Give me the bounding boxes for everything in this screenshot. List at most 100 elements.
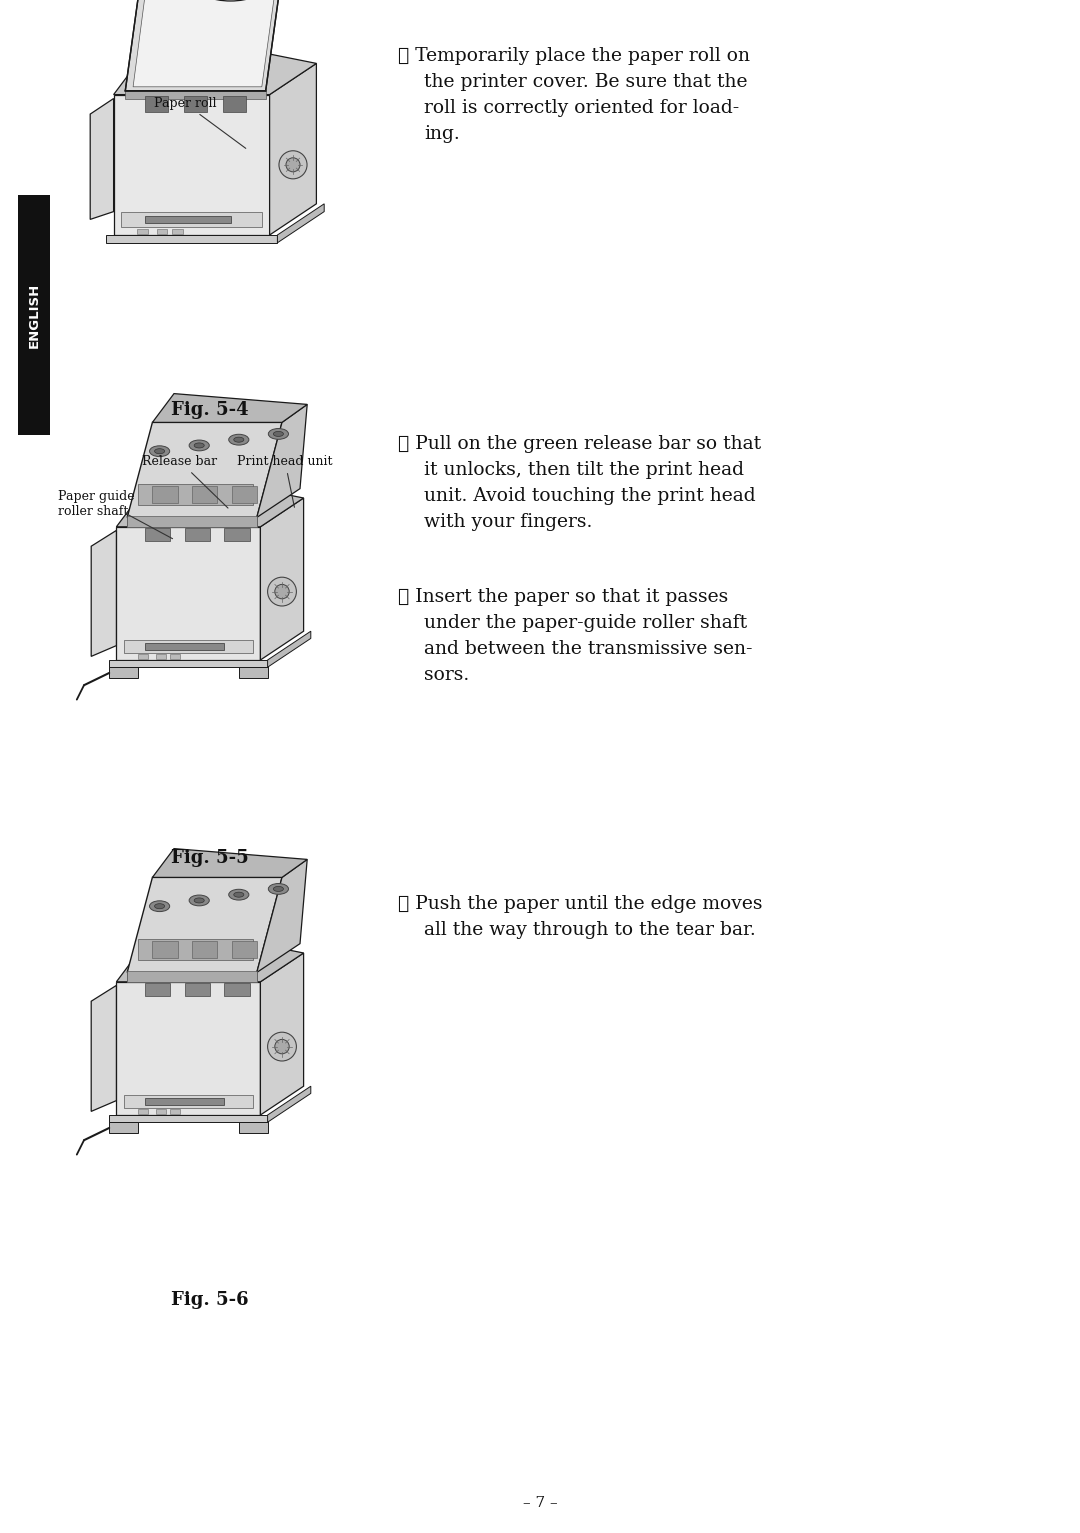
Text: it unlocks, then tilt the print head: it unlocks, then tilt the print head [424,461,744,478]
Bar [156,655,166,659]
Text: Fig. 5-6: Fig. 5-6 [172,1291,248,1309]
Polygon shape [222,97,246,112]
Polygon shape [192,941,217,958]
Polygon shape [117,527,260,661]
Polygon shape [133,0,275,87]
Text: ENGLISH: ENGLISH [27,282,41,348]
Polygon shape [145,529,171,541]
Polygon shape [91,986,117,1111]
Text: – 7 –: – 7 – [523,1496,557,1510]
Text: ing.: ing. [424,126,460,143]
Polygon shape [268,632,311,667]
Text: Release bar: Release bar [143,455,228,507]
Text: the printer cover. Be sure that the: the printer cover. Be sure that the [424,74,747,90]
Text: unit. Avoid touching the print head: unit. Avoid touching the print head [424,487,756,504]
Circle shape [274,584,289,599]
Polygon shape [113,95,270,235]
Text: Paper guide: Paper guide [58,491,135,503]
Polygon shape [117,469,303,527]
Bar [138,1110,148,1114]
Polygon shape [152,486,177,503]
Polygon shape [125,0,281,90]
Ellipse shape [273,431,283,437]
Polygon shape [117,924,303,981]
Text: ⑥ Temporarily place the paper roll on: ⑥ Temporarily place the paper roll on [399,48,750,64]
Text: roller shaft: roller shaft [58,504,129,518]
Text: Fig. 5-5: Fig. 5-5 [171,849,248,868]
Polygon shape [192,486,217,503]
Ellipse shape [194,443,204,448]
Polygon shape [257,860,307,972]
Bar [157,228,167,235]
Circle shape [268,578,296,606]
Polygon shape [184,97,207,112]
Polygon shape [185,983,210,996]
Polygon shape [109,1114,268,1122]
Ellipse shape [229,889,248,900]
Polygon shape [138,483,253,506]
Ellipse shape [268,429,288,440]
Polygon shape [127,877,282,972]
Text: with your fingers.: with your fingers. [424,514,592,530]
Text: under the paper-guide roller shaft: under the paper-guide roller shaft [424,615,747,632]
Polygon shape [91,530,117,656]
Circle shape [279,150,307,179]
Polygon shape [231,486,257,503]
Bar [138,655,148,659]
Text: ⑦ Pull on the green release bar so that: ⑦ Pull on the green release bar so that [399,435,761,452]
Polygon shape [106,235,278,242]
Bar [171,655,180,659]
Polygon shape [145,216,231,224]
Polygon shape [125,90,266,98]
Polygon shape [127,517,257,527]
Text: Paper roll: Paper roll [153,97,246,149]
Bar [171,1110,180,1114]
Polygon shape [127,972,257,981]
Ellipse shape [154,903,164,909]
Circle shape [274,1039,289,1053]
Polygon shape [91,98,113,219]
Text: Print head unit: Print head unit [238,455,333,507]
Polygon shape [152,394,307,423]
Polygon shape [109,1122,138,1133]
Text: roll is correctly oriented for load-: roll is correctly oriented for load- [424,100,739,117]
Bar [18,195,50,435]
Polygon shape [109,661,268,667]
Polygon shape [123,1095,253,1108]
Polygon shape [278,204,324,242]
Ellipse shape [154,449,164,454]
Polygon shape [260,498,303,661]
Polygon shape [145,983,171,996]
Polygon shape [231,941,257,958]
Polygon shape [127,423,282,518]
Ellipse shape [189,895,210,906]
Polygon shape [109,667,138,678]
Text: all the way through to the tear bar.: all the way through to the tear bar. [424,921,756,940]
Polygon shape [270,63,316,235]
Polygon shape [145,1098,225,1105]
Polygon shape [239,1122,268,1133]
Bar [137,228,148,235]
Polygon shape [127,518,257,527]
Bar [156,1110,166,1114]
Bar [172,228,183,235]
Polygon shape [225,529,249,541]
Polygon shape [138,938,253,960]
Polygon shape [239,667,268,678]
Text: sors.: sors. [424,665,469,684]
Ellipse shape [229,434,248,445]
Text: Fig. 5-4: Fig. 5-4 [172,402,248,419]
Polygon shape [225,983,249,996]
Text: ⑧ Insert the paper so that it passes: ⑧ Insert the paper so that it passes [399,589,728,606]
Ellipse shape [149,901,170,912]
Polygon shape [117,981,260,1114]
Polygon shape [260,954,303,1114]
Ellipse shape [268,883,288,894]
Text: ⑨ Push the paper until the edge moves: ⑨ Push the paper until the edge moves [399,895,762,914]
Polygon shape [121,212,261,227]
Ellipse shape [233,892,244,897]
Polygon shape [152,849,307,877]
Text: and between the transmissive sen-: and between the transmissive sen- [424,639,753,658]
Ellipse shape [189,440,210,451]
Circle shape [268,1032,296,1061]
